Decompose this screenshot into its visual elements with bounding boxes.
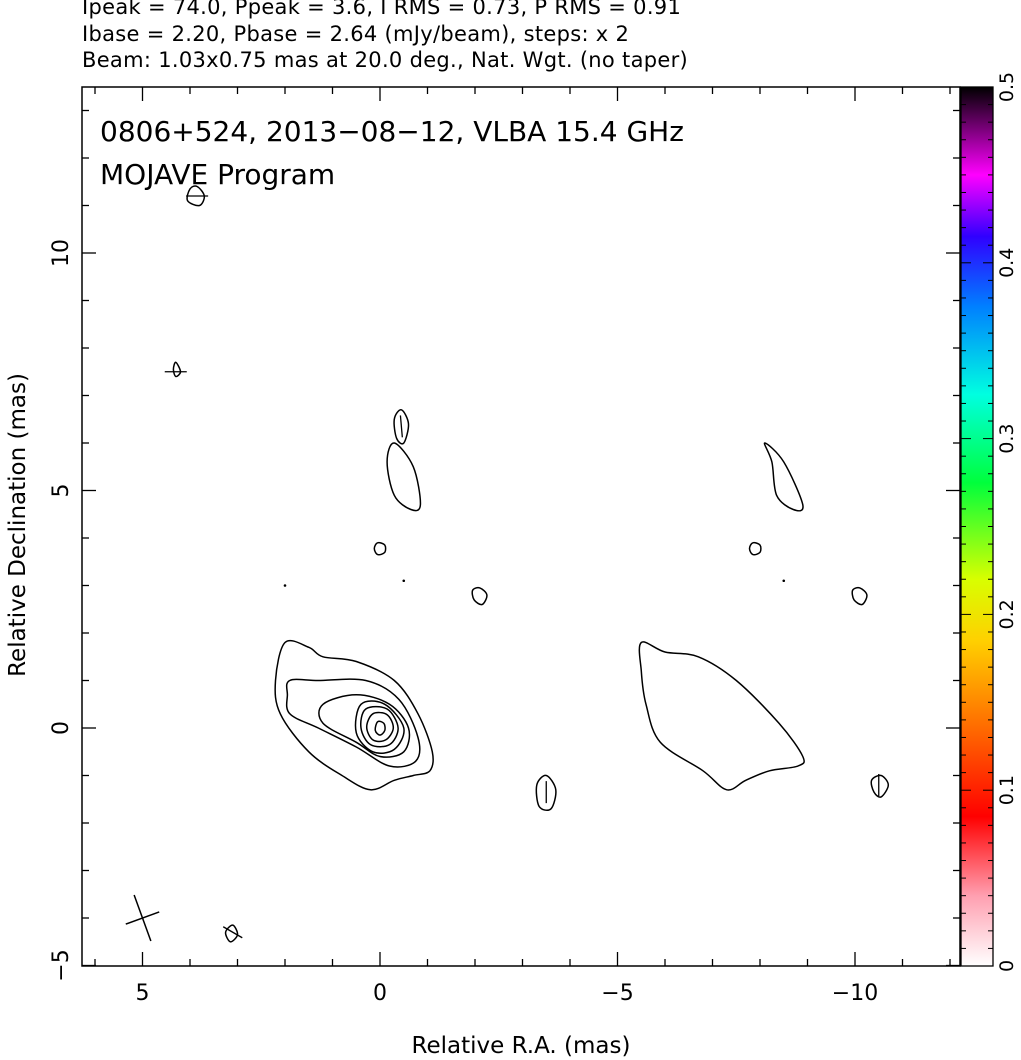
total-intensity-contour	[285, 678, 421, 768]
header-beam-line: Beam: 1.03x0.75 mas at 20.0 deg., Nat. W…	[82, 48, 689, 72]
colorbar-tick-label: 0.4	[996, 248, 1018, 278]
chart-title: 0806+524, 2013−08−12, VLBA 15.4 GHz	[100, 115, 684, 148]
total-intensity-contour	[318, 694, 411, 758]
total-intensity-contour	[393, 409, 410, 445]
x-tick-label: −10	[832, 981, 878, 1006]
beam-minor-axis	[125, 911, 160, 925]
chart-subtitle: MOJAVE Program	[100, 158, 335, 191]
x-tick-label: −5	[601, 981, 633, 1006]
total-intensity-contour	[186, 185, 206, 207]
header-stats-line2: Ibase = 2.20, Pbase = 2.64 (mJy/beam), s…	[82, 22, 630, 46]
total-intensity-contour	[471, 586, 488, 606]
polarized-intensity-contour	[851, 586, 868, 606]
total-intensity-contour	[365, 711, 395, 743]
total-intensity-contour	[374, 720, 386, 736]
total-intensity-contour	[274, 639, 434, 791]
x-tick-label: 0	[373, 981, 387, 1006]
total-intensity-contour	[172, 361, 182, 378]
polarized-intensity-contour	[748, 541, 762, 556]
plot-frame	[81, 86, 961, 967]
polarized-intensity-contour	[870, 774, 890, 798]
total-intensity-contour	[373, 541, 387, 556]
y-tick-label: 0	[49, 721, 74, 735]
total-intensity-contour	[386, 442, 422, 512]
total-intensity-contour	[354, 700, 405, 755]
colorbar-tick-label: 0.2	[996, 599, 1018, 629]
y-tick-label: −5	[49, 949, 74, 981]
x-tick-label: 5	[136, 981, 150, 1006]
polarization-vector	[399, 415, 403, 438]
colorbar-tick-label: 0.5	[996, 72, 1018, 102]
polarization-vector	[222, 926, 243, 939]
total-intensity-contour	[535, 774, 557, 812]
colorbar-tick-label: 0	[996, 960, 1018, 972]
total-intensity-contour	[360, 705, 399, 748]
y-tick-label: 5	[49, 484, 74, 498]
header-stats-line1: Ipeak = 74.0, Ppeak = 3.6, I RMS = 0.73,…	[82, 0, 682, 19]
colorbar-tick-label: 0.3	[996, 423, 1018, 453]
polarized-intensity-contour	[638, 641, 805, 791]
x-axis-label: Relative R.A. (mas)	[412, 1033, 631, 1059]
point-mark	[402, 579, 406, 583]
y-axis-label: Relative Declination (mas)	[5, 373, 31, 677]
y-tick-label: 10	[49, 239, 74, 267]
point-mark	[283, 584, 287, 587]
point-mark	[782, 579, 786, 583]
colorbar-gradient	[961, 87, 993, 966]
polarized-intensity-contour	[763, 442, 804, 512]
colorbar-tick-label: 0.1	[996, 775, 1018, 805]
